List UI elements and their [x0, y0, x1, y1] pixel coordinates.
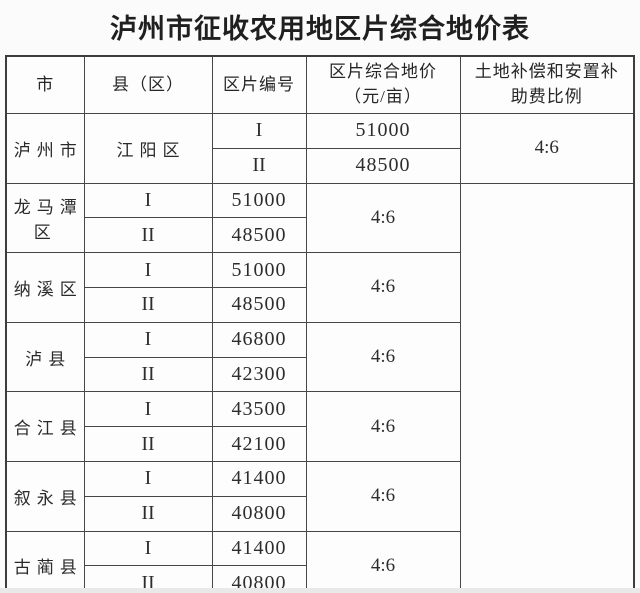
county-cell: 龙马潭区 [5, 182, 85, 254]
county-cell: 纳溪区 [5, 252, 85, 323]
ratio-cell: 4:6 [305, 460, 461, 532]
land-price-table: 市 县（区） 区片编号 区片综合地价 （元/亩） 土地补偿和安置补 助费比例 泸… [5, 55, 635, 593]
county-group-naxi: 纳溪区 I 51000 4:6 II 48500 [5, 252, 634, 323]
table-row: 龙马潭区 I 51000 4:6 [5, 182, 634, 254]
county-cell: 叙永县 [5, 460, 85, 532]
ratio-cell: 4:6 [459, 113, 635, 184]
zone-id-cell: II [83, 495, 213, 532]
ratio-cell: 4:6 [305, 530, 461, 593]
ratio-cell: 4:6 [305, 182, 461, 254]
county-group-gulin: 古蔺县 I 41400 4:6 II 40800 [5, 530, 634, 593]
zone-id-cell: II [83, 217, 213, 254]
table-row: 合江县 I 43500 4:6 [5, 391, 634, 462]
table-row: II 40800 [6, 495, 634, 532]
zone-id-cell: I [83, 182, 213, 219]
price-cell: 42100 [211, 426, 307, 462]
table-row: II 42100 [6, 426, 634, 462]
table-row: 泸州市 江阳区 I 51000 4:6 [5, 113, 635, 184]
header-county: 县（区） [83, 55, 213, 114]
zone-id-cell: I [211, 113, 307, 149]
price-cell: 40800 [211, 495, 307, 532]
table-header-row: 市 县（区） 区片编号 区片综合地价 （元/亩） 土地补偿和安置补 助费比例 [5, 55, 635, 114]
table-row: 古蔺县 I 41400 4:6 [5, 530, 634, 593]
zone-id-cell: I [83, 460, 213, 497]
city-cell: 泸州市 [5, 113, 85, 184]
price-cell: 41400 [211, 460, 307, 497]
table-row: II 48500 [6, 217, 634, 254]
county-cell: 合江县 [5, 391, 85, 462]
ratio-cell: 4:6 [305, 391, 461, 462]
header-city: 市 [5, 55, 85, 114]
zone-id-cell: II [83, 356, 213, 393]
price-cell: 51000 [211, 182, 307, 219]
table-row: 叙永县 I 41400 4:6 [5, 460, 634, 532]
zone-id-cell: I [83, 252, 213, 288]
table-row: II 42300 [6, 356, 634, 393]
price-cell: 42300 [211, 356, 307, 393]
county-group-xuyong: 叙永县 I 41400 4:6 II 40800 [5, 460, 634, 532]
page-title: 泸州市征收农用地区片综合地价表 [110, 14, 530, 44]
price-cell: 48500 [211, 217, 307, 254]
price-cell: 46800 [211, 321, 307, 358]
bottom-edge-strip [0, 588, 640, 593]
zone-id-cell: II [83, 426, 213, 462]
table-row: 纳溪区 I 51000 4:6 [5, 252, 634, 323]
table-row: II 48500 [6, 286, 634, 323]
county-cell: 泸县 [5, 321, 85, 393]
county-group-jiangyang: 泸州市 江阳区 I 51000 4:6 II 48500 [5, 113, 635, 184]
price-cell: 51000 [305, 113, 461, 149]
header-ratio: 土地补偿和安置补 助费比例 [459, 55, 635, 114]
zone-id-cell: II [83, 286, 213, 323]
price-cell: 48500 [211, 286, 307, 323]
zone-id-cell: II [211, 147, 307, 184]
table-row: II 48500 [6, 147, 634, 184]
county-group-luxian: 泸县 I 46800 4:6 II 42300 [5, 321, 634, 393]
zone-id-cell: I [83, 530, 213, 567]
county-cell: 古蔺县 [5, 530, 85, 593]
price-cell: 48500 [305, 147, 461, 184]
table-row: 泸县 I 46800 4:6 [5, 321, 634, 393]
price-cell: 43500 [211, 391, 307, 428]
zone-id-cell: I [83, 391, 213, 428]
county-group-longmatan: 龙马潭区 I 51000 4:6 II 48500 [5, 182, 634, 254]
ratio-cell: 4:6 [305, 252, 461, 323]
county-cell: 江阳区 [83, 113, 213, 184]
county-group-hejiang: 合江县 I 43500 4:6 II 42100 [5, 391, 634, 462]
header-zone-no: 区片编号 [211, 55, 307, 114]
zone-id-cell: I [83, 321, 213, 358]
price-cell: 51000 [211, 252, 307, 288]
ratio-cell: 4:6 [305, 321, 461, 393]
price-cell: 40800 [211, 565, 307, 593]
price-cell: 41400 [211, 530, 307, 567]
header-price: 区片综合地价 （元/亩） [305, 55, 461, 114]
